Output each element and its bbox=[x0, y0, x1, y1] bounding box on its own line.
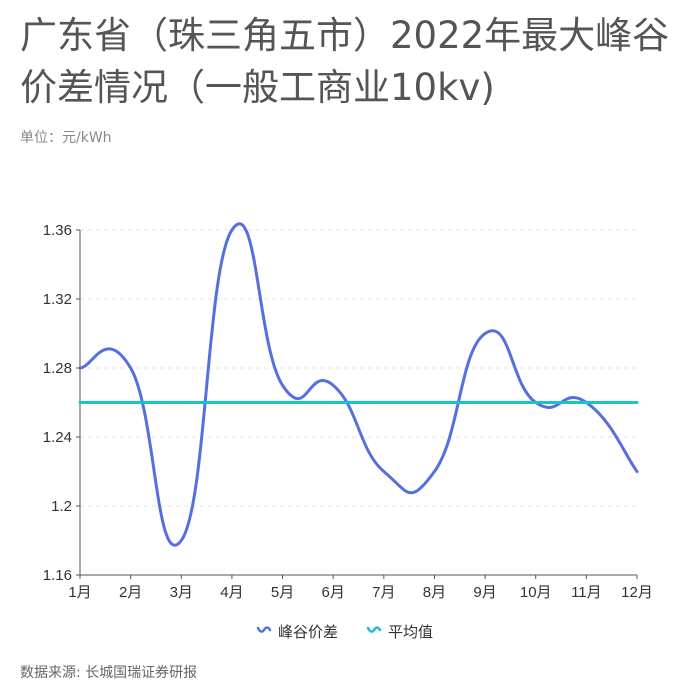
x-tick-label: 4月 bbox=[220, 584, 243, 601]
chart-title: 广东省（珠三角五市）2022年最大峰谷价差情况（一般工商业10kv) bbox=[20, 14, 670, 109]
legend-label: 平均值 bbox=[388, 623, 433, 641]
y-tick-label: 1.36 bbox=[43, 222, 72, 239]
series-line-peak-valley-spread bbox=[78, 222, 639, 547]
x-tick-label: 6月 bbox=[322, 584, 345, 601]
x-tick-label: 3月 bbox=[170, 584, 193, 601]
legend-item[interactable]: 峰谷价差 bbox=[256, 623, 338, 641]
x-tick-label: 10月 bbox=[520, 584, 552, 601]
y-tick-label: 1.32 bbox=[43, 291, 72, 308]
legend-item[interactable]: 平均值 bbox=[366, 623, 433, 641]
x-tick-label: 2月 bbox=[119, 584, 142, 601]
legend[interactable]: 峰谷价差 平均值 bbox=[256, 623, 433, 641]
y-tick-label: 1.16 bbox=[43, 567, 72, 584]
x-tick-label: 8月 bbox=[423, 584, 446, 601]
x-tick-label: 5月 bbox=[271, 584, 294, 601]
legend-label: 峰谷价差 bbox=[278, 623, 338, 641]
x-tick-label: 9月 bbox=[473, 584, 496, 601]
y-tick-labels: 1.16 1.2 1.24 1.28 1.32 1.36 bbox=[43, 222, 80, 584]
series-lines bbox=[78, 222, 639, 547]
legend-swatch bbox=[256, 626, 272, 633]
grid-lines bbox=[80, 229, 637, 507]
unit-label: 单位：元/kWh bbox=[20, 130, 112, 146]
y-tick-label: 1.2 bbox=[51, 498, 72, 515]
y-tick-label: 1.28 bbox=[43, 360, 72, 377]
source-note: 数据来源: 长城国瑞证券研报 bbox=[20, 665, 198, 681]
x-tick-label: 7月 bbox=[372, 584, 395, 601]
x-tick-label: 11月 bbox=[571, 584, 602, 601]
y-tick-label: 1.24 bbox=[43, 429, 72, 446]
x-tick-label: 12月 bbox=[621, 584, 653, 601]
x-tick-label: 1月 bbox=[68, 584, 91, 601]
x-tick-labels: 1月 2月 3月 4月 5月 6月 7月 8月 9月 10月 11月 12月 bbox=[68, 575, 653, 601]
legend-swatch bbox=[366, 626, 382, 633]
